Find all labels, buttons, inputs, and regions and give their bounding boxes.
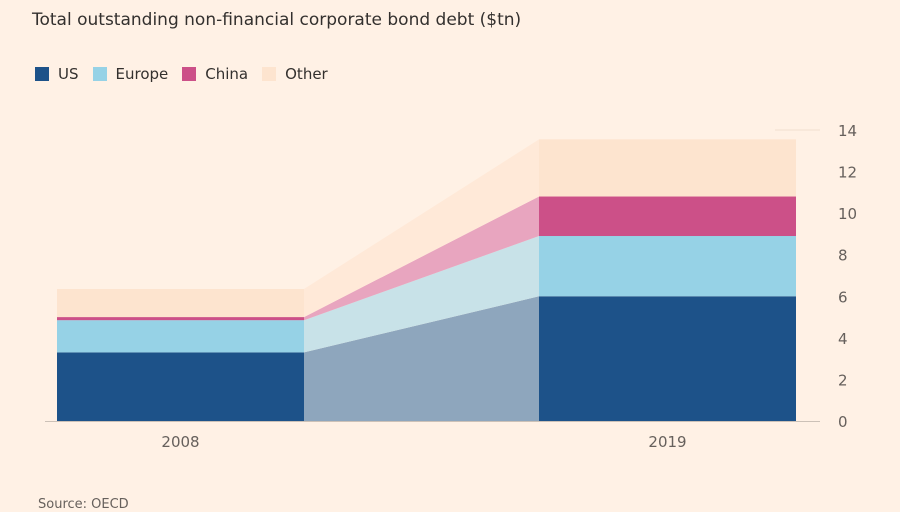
legend-swatch	[35, 67, 49, 81]
legend-label: Other	[285, 65, 328, 83]
y-tick-label: 12	[838, 164, 857, 182]
connector-other	[304, 139, 539, 318]
connector-europe	[304, 236, 539, 353]
bar-other-2008	[57, 289, 304, 318]
y-tick-label: 8	[838, 247, 848, 265]
y-tick-label: 4	[838, 330, 848, 348]
legend-item-us: US	[35, 65, 79, 83]
source-note: Source: OECD	[38, 497, 129, 512]
legend-label: Europe	[115, 65, 169, 83]
y-tick-label: 10	[838, 205, 857, 223]
bar-europe-2008	[57, 320, 304, 353]
bar-china-2008	[57, 317, 304, 321]
y-tick-label: 14	[838, 122, 857, 140]
bar-china-2019	[539, 196, 796, 237]
bar-other-2019	[539, 139, 796, 197]
y-tick-label: 6	[838, 288, 848, 306]
bar-us-2008	[57, 352, 304, 421]
y-tick-label: 0	[838, 413, 848, 431]
bar-europe-2019	[539, 236, 796, 297]
connector-us	[304, 296, 539, 421]
x-tick-label: 2019	[648, 433, 686, 451]
legend: US Europe China Other	[35, 65, 328, 83]
legend-label: US	[58, 65, 79, 83]
legend-item-other: Other	[262, 65, 328, 83]
legend-item-china: China	[182, 65, 248, 83]
legend-item-europe: Europe	[92, 65, 169, 83]
legend-swatch	[262, 67, 277, 81]
legend-label: China	[205, 65, 249, 83]
y-tick-label: 2	[838, 371, 848, 389]
connector-china	[304, 196, 539, 321]
x-tick-label: 2008	[161, 433, 199, 451]
chart-title: Total outstanding non-financial corporat…	[32, 10, 522, 30]
legend-swatch	[182, 67, 197, 81]
legend-swatch	[92, 67, 107, 81]
bar-us-2019	[539, 296, 796, 421]
